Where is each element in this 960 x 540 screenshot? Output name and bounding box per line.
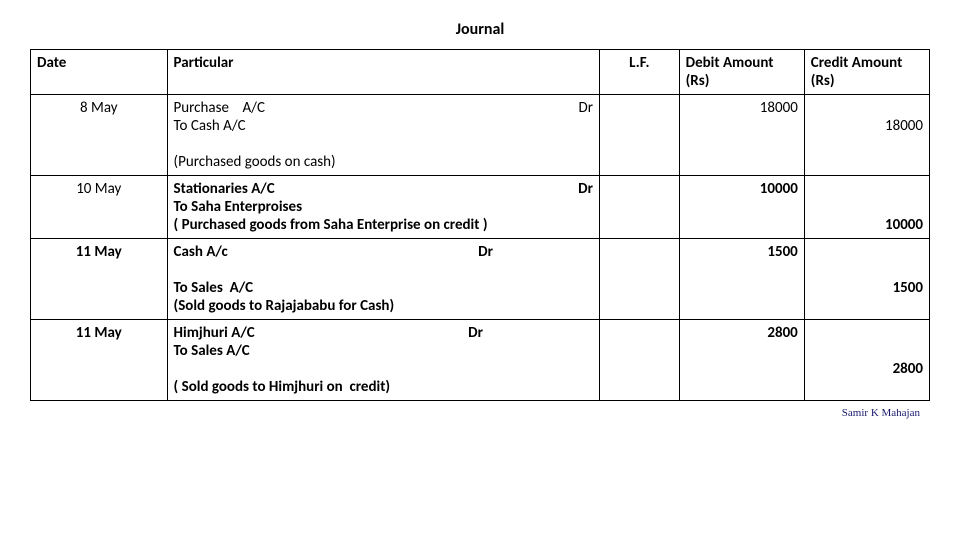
entry-line-1: Stationaries A/C bbox=[174, 180, 275, 198]
credit-cell: 2800 bbox=[804, 320, 929, 401]
col-lf-header: L.F. bbox=[599, 50, 679, 95]
lf-cell bbox=[599, 95, 679, 176]
entry-line-2: To Sales A/C bbox=[174, 342, 593, 360]
entry-line-2: To Cash A/C bbox=[174, 117, 593, 135]
credit-cell: 1500 bbox=[804, 239, 929, 320]
narration: ( Sold goods to Himjhuri on credit) bbox=[174, 378, 593, 396]
date-cell: 11 May bbox=[31, 320, 168, 401]
col-debit-header: Debit Amount (Rs) bbox=[679, 50, 804, 95]
debit-cell: 2800 bbox=[679, 320, 804, 401]
debit-cell: 18000 bbox=[679, 95, 804, 176]
entry-line-1: Himjhuri A/C bbox=[174, 324, 255, 342]
narration: (Sold goods to Rajajababu for Cash) bbox=[174, 297, 593, 315]
entry-line-2: To Saha Enterproises bbox=[174, 198, 593, 216]
dr-mark: Dr bbox=[478, 243, 493, 261]
lf-cell bbox=[599, 176, 679, 239]
date-cell: 8 May bbox=[31, 95, 168, 176]
date-cell: 11 May bbox=[31, 239, 168, 320]
narration: ( Purchased goods from Saha Enterprise o… bbox=[174, 216, 593, 234]
author-footer: Samir K Mahajan bbox=[30, 407, 930, 419]
entry-line-1: Purchase A/C bbox=[174, 99, 265, 117]
credit-cell: 10000 bbox=[804, 176, 929, 239]
entry-line-2: To Sales A/C bbox=[174, 279, 593, 297]
table-row: 8 May Purchase A/C Dr To Cash A/C (Purcha… bbox=[31, 95, 930, 176]
table-row: 11 May Himjhuri A/C Dr To Sales A/C ( Sol… bbox=[31, 320, 930, 401]
lf-cell bbox=[599, 239, 679, 320]
lf-cell bbox=[599, 320, 679, 401]
narration: (Purchased goods on cash) bbox=[174, 153, 593, 171]
debit-cell: 10000 bbox=[679, 176, 804, 239]
col-particular-header: Particular bbox=[167, 50, 599, 95]
particular-cell: Stationaries A/CDr To Saha Enterproises … bbox=[167, 176, 599, 239]
particular-cell: Himjhuri A/C Dr To Sales A/C ( Sold goods… bbox=[167, 320, 599, 401]
particular-cell: Purchase A/C Dr To Cash A/C (Purchased go… bbox=[167, 95, 599, 176]
page-title: Journal bbox=[30, 20, 930, 39]
particular-cell: Cash A/c Dr To Sales A/C (Sold goods to R… bbox=[167, 239, 599, 320]
journal-table: Date Particular L.F. Debit Amount (Rs) C… bbox=[30, 49, 930, 401]
col-date-header: Date bbox=[31, 50, 168, 95]
credit-cell: 18000 bbox=[804, 95, 929, 176]
col-credit-header: Credit Amount (Rs) bbox=[804, 50, 929, 95]
table-row: 10 May Stationaries A/C Dr To Saha Enterp… bbox=[31, 176, 930, 239]
dr-mark: Dr bbox=[578, 180, 593, 198]
entry-line-1: Cash A/c bbox=[174, 243, 228, 261]
date-cell: 10 May bbox=[31, 176, 168, 239]
table-header-row: Date Particular L.F. Debit Amount (Rs) C… bbox=[31, 50, 930, 95]
debit-cell: 1500 bbox=[679, 239, 804, 320]
dr-mark: Dr bbox=[468, 324, 483, 342]
dr-mark: Dr bbox=[579, 99, 593, 117]
table-row: 11 May Cash A/c Dr To Sales A/C (Sold goo… bbox=[31, 239, 930, 320]
